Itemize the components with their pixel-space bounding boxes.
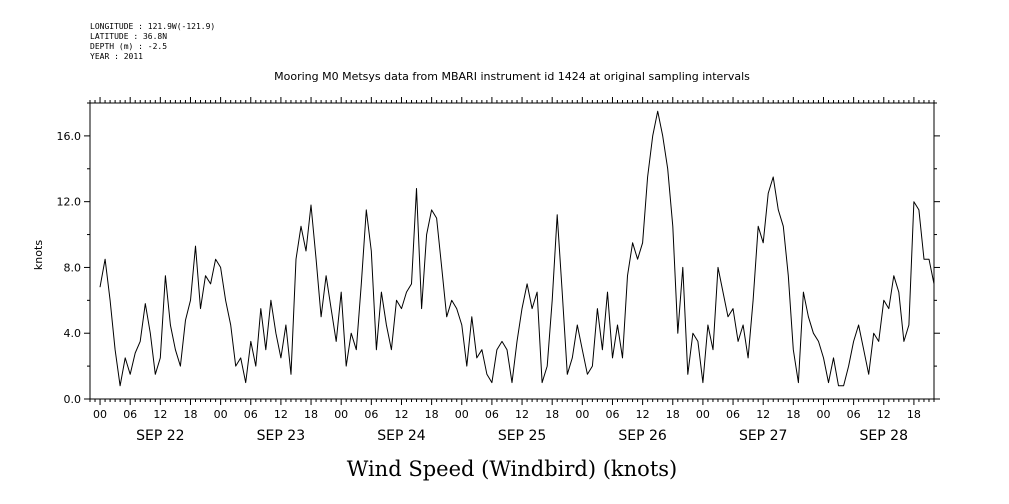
longitude-label: LONGITUDE : 121.9W(-121.9) bbox=[90, 22, 216, 31]
x-tick-label-hour: 18 bbox=[183, 408, 197, 421]
year-label: YEAR : 2011 bbox=[90, 52, 143, 61]
x-tick-label-hour: 06 bbox=[244, 408, 258, 421]
x-tick-label-hour: 12 bbox=[153, 408, 167, 421]
depth-label: DEPTH (m) : -2.5 bbox=[90, 42, 168, 51]
x-tick-label-hour: 06 bbox=[847, 408, 861, 421]
x-tick-label-hour: 18 bbox=[907, 408, 921, 421]
x-tick-label-hour: 00 bbox=[816, 408, 830, 421]
x-tick-label-hour: 12 bbox=[756, 408, 770, 421]
x-tick-label-hour: 18 bbox=[786, 408, 800, 421]
x-tick-label-hour: 06 bbox=[123, 408, 137, 421]
x-tick-label-hour: 00 bbox=[214, 408, 228, 421]
x-axis-label: Wind Speed (Windbird) (knots) bbox=[347, 457, 677, 481]
x-tick-label-hour: 00 bbox=[455, 408, 469, 421]
wind-speed-line bbox=[99, 110, 935, 387]
x-tick-label-hour: 06 bbox=[364, 408, 378, 421]
x-tick-label-day: SEP 25 bbox=[498, 428, 546, 444]
y-tick-label: 4.0 bbox=[64, 327, 82, 340]
x-tick-label-hour: 18 bbox=[666, 408, 680, 421]
x-tick-label-hour: 00 bbox=[334, 408, 348, 421]
x-tick-label-hour: 12 bbox=[394, 408, 408, 421]
x-tick-label-hour: 12 bbox=[515, 408, 529, 421]
x-tick-label-hour: 12 bbox=[274, 408, 288, 421]
x-tick-label-hour: 06 bbox=[605, 408, 619, 421]
x-tick-label-hour: 06 bbox=[485, 408, 499, 421]
series-group bbox=[99, 110, 935, 387]
x-tick-label-hour: 18 bbox=[425, 408, 439, 421]
x-tick-label-hour: 12 bbox=[877, 408, 891, 421]
x-tick-label-hour: 18 bbox=[545, 408, 559, 421]
axis-ticks bbox=[84, 97, 940, 405]
y-tick-label: 0.0 bbox=[64, 393, 82, 406]
x-tick-label-hour: 00 bbox=[93, 408, 107, 421]
x-tick-label-day: SEP 28 bbox=[860, 428, 908, 444]
x-tick-label-day: SEP 27 bbox=[739, 428, 787, 444]
x-tick-label-day: SEP 24 bbox=[377, 428, 426, 444]
x-tick-label-day: SEP 23 bbox=[257, 428, 305, 444]
x-tick-label-day: SEP 22 bbox=[136, 428, 184, 444]
x-tick-label-hour: 06 bbox=[726, 408, 740, 421]
y-tick-label: 16.0 bbox=[57, 130, 82, 143]
x-tick-label-hour: 00 bbox=[575, 408, 589, 421]
metadata-block: LONGITUDE : 121.9W(-121.9) LATITUDE : 36.… bbox=[90, 22, 215, 62]
tick-labels: 00 06 12 18 00 06 12 18 00 06 12 18 00 06 12 18 00 06 12 18… bbox=[57, 130, 921, 444]
chart-title: Mooring M0 Metsys data from MBARI instru… bbox=[274, 70, 750, 83]
x-tick-label-hour: 00 bbox=[696, 408, 710, 421]
y-tick-label: 12.0 bbox=[57, 196, 82, 209]
plot-frame bbox=[89, 102, 935, 400]
plot-axes bbox=[89, 102, 935, 400]
y-axis-label: knots bbox=[32, 240, 45, 270]
x-tick-label-hour: 18 bbox=[304, 408, 318, 421]
x-tick-label-hour: 12 bbox=[636, 408, 650, 421]
y-tick-label: 8.0 bbox=[64, 261, 82, 274]
x-tick-label-day: SEP 26 bbox=[618, 428, 667, 444]
latitude-label: LATITUDE : 36.8N bbox=[90, 32, 168, 41]
